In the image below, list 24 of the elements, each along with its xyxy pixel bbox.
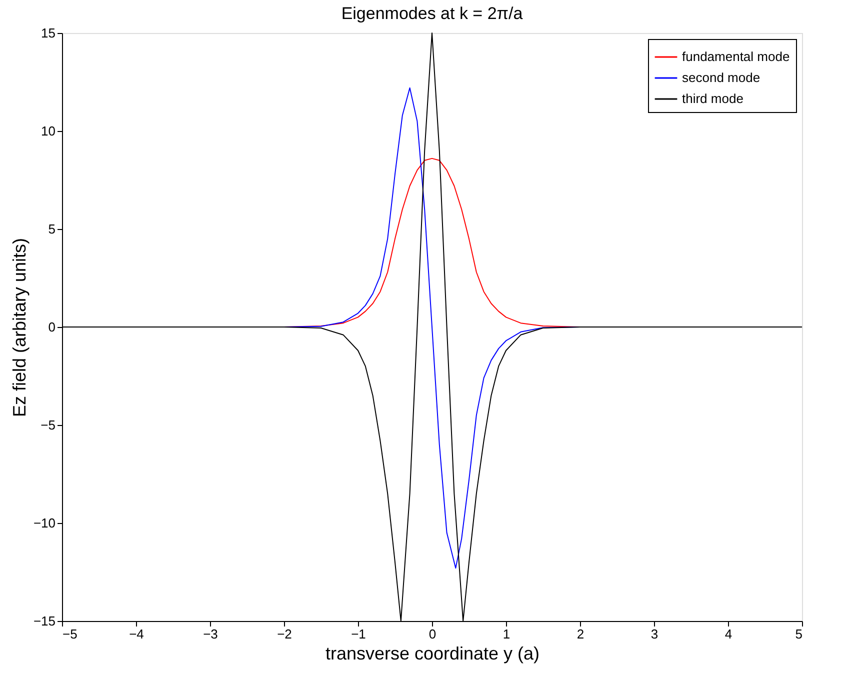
x-tick-label: −4 [129,626,144,642]
legend-label: fundamental mode [682,49,790,64]
y-tick-label: 5 [48,222,56,236]
x-tick-label: 2 [576,626,584,642]
x-tick-label: −3 [203,626,218,642]
x-tick-label: −5 [62,626,78,642]
x-tick-label: 5 [795,626,802,642]
y-tick-label: −10 [33,516,56,530]
y-axis-title: Ez field (arbitary units) [9,238,30,418]
y-tick-label: −15 [33,614,56,628]
x-tick-label: 1 [502,626,510,642]
x-tick-label: 4 [724,626,732,642]
y-tick-label: 10 [41,124,56,138]
x-tick-label: 0 [428,626,436,642]
legend-label: third mode [682,91,744,106]
legend-label: second mode [682,70,760,85]
y-tick-label: 15 [41,26,56,40]
x-tick-label: 3 [650,626,658,642]
chart-title: Eigenmodes at k = 2π/a [341,4,524,23]
x-tick-label: −1 [351,626,366,642]
y-tick-label: 0 [48,320,56,334]
x-axis-title: transverse coordinate y (a) [325,644,540,664]
y-tick-label: −5 [40,418,56,432]
x-tick-label: −2 [277,626,292,642]
